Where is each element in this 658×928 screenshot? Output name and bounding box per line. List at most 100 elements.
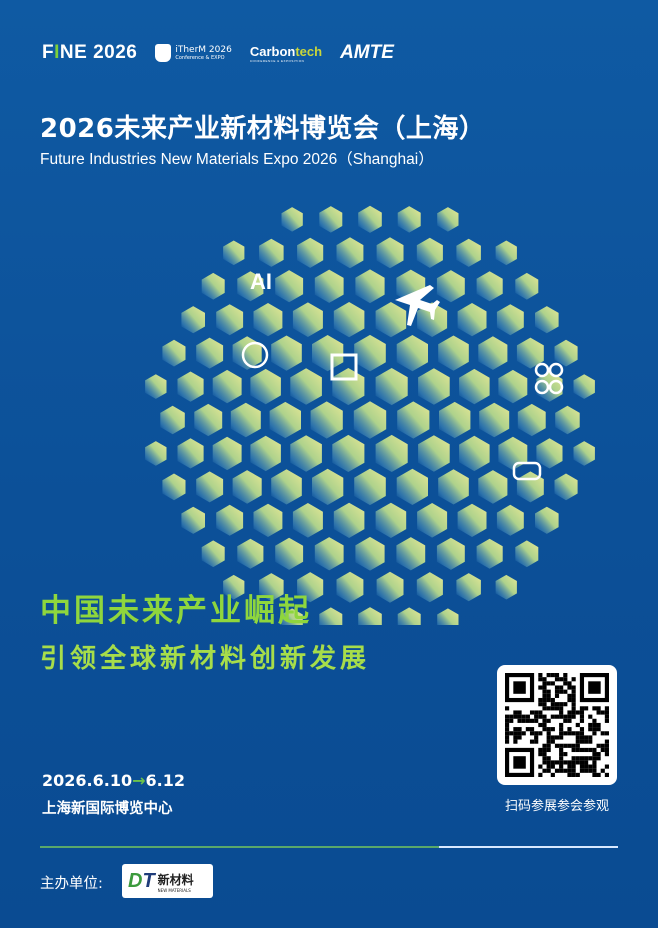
itherm-logo: iTherM 2026 Conference & EXPO xyxy=(155,44,232,62)
qr-module xyxy=(542,681,547,686)
qr-module xyxy=(588,747,593,753)
globe-hexagon xyxy=(297,572,324,603)
amte-logo: AMTE xyxy=(340,42,394,63)
qr-module xyxy=(517,714,522,719)
airplane-icon xyxy=(395,285,440,326)
globe-hexagon xyxy=(212,369,242,404)
qr-module xyxy=(546,768,551,773)
qr-module xyxy=(538,677,543,682)
globe-hexagon xyxy=(319,206,343,233)
globe-hexagon xyxy=(554,339,578,367)
globe-hexagon xyxy=(554,473,578,501)
qr-module xyxy=(567,710,572,715)
fine-logo: FINE 2026 xyxy=(42,42,138,63)
qr-module xyxy=(563,702,568,707)
qr-module xyxy=(579,718,585,723)
globe-hexagon xyxy=(515,540,539,568)
qr-module xyxy=(538,772,543,777)
qr-module xyxy=(538,714,543,719)
globe-hexagon xyxy=(436,537,465,570)
globe-hexagon xyxy=(332,434,365,472)
globe-hexagon xyxy=(397,401,430,439)
qr-module xyxy=(538,747,543,753)
qr-module xyxy=(546,727,551,732)
qr-module xyxy=(546,697,551,703)
globe-hexagon xyxy=(397,607,421,625)
qr-module xyxy=(546,735,551,740)
qr-module xyxy=(521,718,526,723)
globe-hexagon xyxy=(333,502,365,538)
qr-module xyxy=(579,731,585,736)
qr-module xyxy=(592,752,597,757)
globe-hexagon xyxy=(196,337,224,369)
qr-module xyxy=(600,710,605,715)
qr-module xyxy=(542,760,547,765)
qr-module xyxy=(550,697,555,703)
globe-hexagon xyxy=(216,504,244,536)
qr-module xyxy=(509,731,514,736)
qr-module xyxy=(592,722,597,728)
qr-module xyxy=(513,714,518,719)
qr-module xyxy=(546,689,551,694)
qr-module xyxy=(563,718,568,723)
qr-module xyxy=(554,689,560,694)
globe-hexagon xyxy=(517,403,546,437)
globe-hexagon xyxy=(232,336,262,370)
qr-module xyxy=(529,727,535,732)
globe-hexagon xyxy=(495,240,517,266)
qr-module xyxy=(563,673,568,678)
arrow-icon: → xyxy=(132,771,146,790)
qr-module xyxy=(563,731,568,736)
globe-hexagon xyxy=(478,470,508,504)
globe-hexagon xyxy=(201,272,225,300)
page-subtitle: Future Industries New Materials Expo 202… xyxy=(40,151,434,168)
qr-code-pattern xyxy=(505,673,609,777)
globe-hexagon xyxy=(535,506,559,534)
qr-module xyxy=(559,727,564,732)
qr-module xyxy=(604,752,609,757)
qr-module xyxy=(554,693,560,698)
drone-icon xyxy=(534,362,564,395)
brain-icon xyxy=(241,341,269,369)
qr-module xyxy=(596,710,601,715)
qr-module xyxy=(538,673,543,678)
qr-module xyxy=(542,697,547,703)
globe-hexagon xyxy=(479,402,510,438)
qr-module xyxy=(588,756,593,761)
qr-module xyxy=(546,731,551,736)
globe-hexagon xyxy=(333,302,365,338)
qr-module xyxy=(579,706,585,711)
qr-module xyxy=(542,693,547,698)
globe-hexagon xyxy=(162,339,186,367)
globe-hexagon xyxy=(332,368,365,406)
globe-hexagon xyxy=(476,538,503,569)
qr-module xyxy=(567,685,572,690)
globe-hexagon xyxy=(417,503,448,538)
qr-code[interactable] xyxy=(497,665,617,785)
globe-hexagon xyxy=(237,271,264,302)
globe-hexagon xyxy=(355,536,385,571)
globe-hexagon xyxy=(516,337,544,369)
qr-module xyxy=(525,727,530,732)
qr-module xyxy=(571,760,576,765)
qr-module xyxy=(563,689,568,694)
qr-module xyxy=(542,722,547,728)
qr-module xyxy=(521,731,526,736)
globe-hexagon xyxy=(354,468,386,506)
qr-module xyxy=(554,735,560,740)
globe-hexagon xyxy=(456,573,481,602)
globe-hexagon xyxy=(397,206,421,233)
qr-module xyxy=(513,739,518,744)
qr-module xyxy=(505,727,510,732)
qr-module xyxy=(534,714,539,719)
globe-hexagon xyxy=(515,272,539,300)
qr-module xyxy=(525,718,530,723)
globe-hexagon xyxy=(269,401,301,439)
globe-hexagon xyxy=(496,504,524,536)
qr-module xyxy=(600,768,605,773)
qr-module xyxy=(575,747,580,753)
qr-module xyxy=(579,764,585,769)
qr-module xyxy=(588,727,593,732)
qr-module xyxy=(542,747,547,753)
qr-module xyxy=(538,710,543,715)
